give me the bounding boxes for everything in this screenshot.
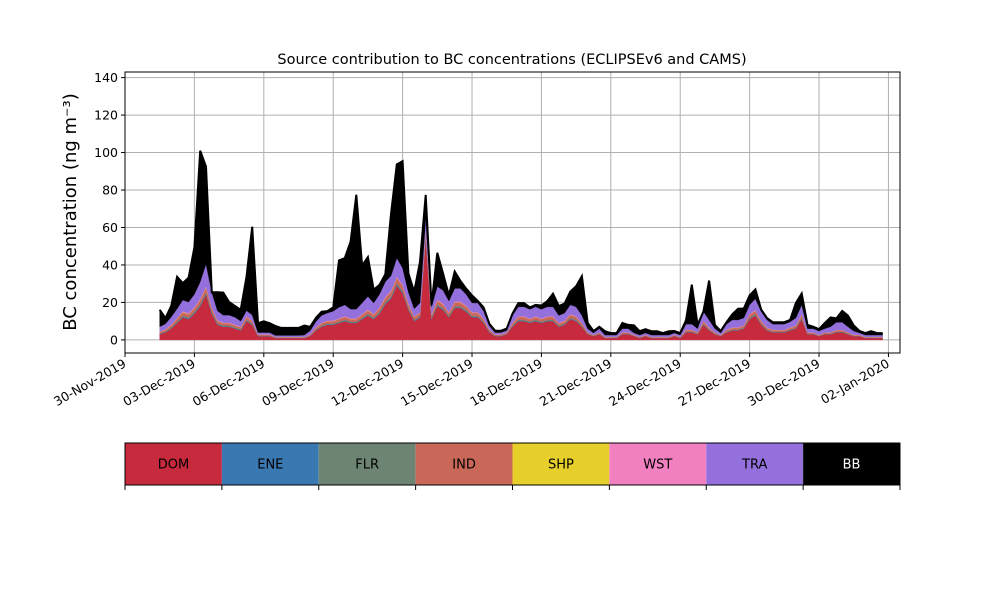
x-tick-label: 09-Dec-2019 (259, 356, 337, 409)
colorbar-swatch-ind (415, 443, 513, 485)
y-tick-label: 140 (94, 70, 118, 85)
colorbar-label-tra: TRA (741, 458, 767, 473)
y-tick-label: 120 (94, 108, 118, 123)
colorbar-label-dom: DOM (158, 458, 189, 473)
y-axis-label: BC concentration (ng m⁻³) (60, 93, 81, 331)
x-tick-label: 18-Dec-2019 (467, 356, 545, 409)
y-tick-label: 100 (94, 145, 118, 160)
x-tick-label: 30-Nov-2019 (51, 356, 129, 409)
x-tick-label: 06-Dec-2019 (190, 356, 268, 409)
chart-title: Source contribution to BC concentrations… (277, 52, 746, 68)
colorbar-swatch-wst (609, 443, 707, 485)
colorbar-label-wst: WST (643, 458, 672, 473)
y-tick-label: 20 (102, 295, 118, 310)
plot-frame (124, 71, 901, 354)
source-colorbar: DOM ENE FLR IND SHP WST TRA BB (124, 442, 901, 490)
x-tick-label: 21-Dec-2019 (537, 356, 615, 409)
colorbar-swatch-dom (125, 443, 222, 485)
stacked-areas (158, 150, 883, 341)
axes (121, 71, 901, 357)
colorbar-swatch-flr (318, 443, 416, 485)
x-tick-labels: 30-Nov-201903-Dec-201906-Dec-201909-Dec-… (51, 356, 892, 409)
x-tick-label: 24-Dec-2019 (606, 356, 684, 409)
y-tick-label: 0 (110, 332, 118, 347)
colorbar-label-ene: ENE (257, 458, 283, 473)
colorbar-label-bb: BB (843, 458, 861, 473)
y-tick-labels: 0 20 40 60 80 100 120 140 (94, 70, 118, 347)
x-tick-label: 27-Dec-2019 (676, 356, 754, 409)
x-tick-label: 02-Jan-2020 (818, 356, 892, 407)
colorbar-swatch-tra (706, 443, 804, 485)
colorbar-label-ind: IND (452, 458, 476, 473)
x-tick-label: 12-Dec-2019 (329, 356, 407, 409)
x-tick-label: 03-Dec-2019 (120, 356, 198, 409)
x-tick-label: 30-Dec-2019 (745, 356, 823, 409)
colorbar-swatch-bb (803, 443, 900, 485)
y-tick-label: 80 (102, 183, 118, 198)
y-tick-label: 60 (102, 220, 118, 235)
colorbar-swatch-ene (221, 443, 319, 485)
colorbar-label-shp: SHP (548, 458, 574, 473)
colorbar-label-flr: FLR (355, 458, 379, 473)
y-tick-label: 40 (102, 257, 118, 272)
colorbar-swatch-shp (512, 443, 610, 485)
x-tick-label: 15-Dec-2019 (398, 356, 476, 409)
total-outline (158, 150, 883, 335)
